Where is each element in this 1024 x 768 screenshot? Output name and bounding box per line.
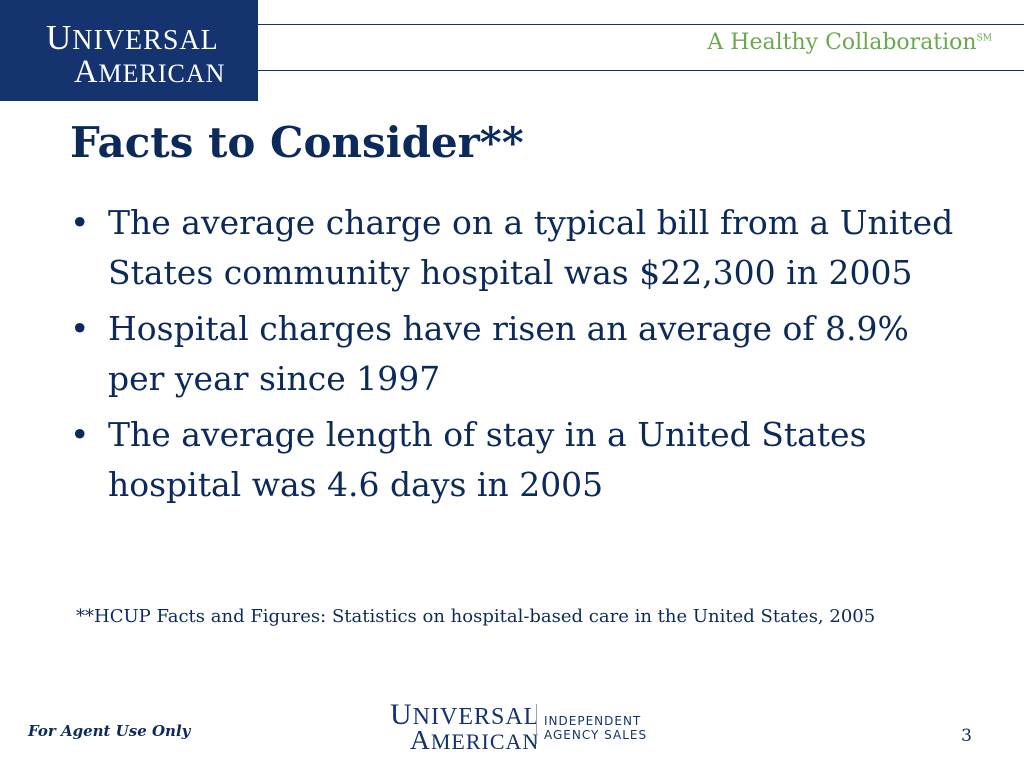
bullet-item: • Hospital charges have risen an average … [70, 304, 970, 404]
division-line-1: INDEPENDENT [544, 714, 642, 728]
logo-initial-a: A [74, 54, 99, 90]
slide-title: Facts to Consider** [70, 118, 524, 167]
service-mark: SM [976, 33, 992, 44]
footer-logo-american: AMERICAN [410, 724, 539, 756]
bullet-symbol: • [70, 415, 90, 454]
bullet-list: • The average charge on a typical bill fr… [70, 198, 970, 516]
bullet-text: Hospital charges have risen an average o… [108, 309, 909, 398]
logo-word-american: AMERICAN [74, 54, 225, 91]
footer-rest-merican: MERICAN [430, 729, 540, 754]
footer-initial-a: A [410, 724, 431, 755]
footer-logo: UNIVERSAL AMERICAN INDEPENDENT AGENCY SA… [386, 696, 646, 756]
bullet-text: The average length of stay in a United S… [108, 415, 867, 504]
footer-logo-divider [536, 704, 537, 744]
bullet-item: • The average length of stay in a United … [70, 410, 970, 510]
bullet-symbol: • [70, 309, 90, 348]
logo-word-universal: UNIVERSAL [46, 18, 219, 58]
footer-rest-niversal: NIVERSAL [412, 704, 540, 730]
footer-initial-u: U [390, 698, 413, 731]
logo-initial-u: U [46, 18, 73, 57]
agent-use-note: For Agent Use Only [28, 722, 191, 740]
universal-american-header-logo: UNIVERSAL AMERICAN [0, 0, 258, 101]
tagline-text: A Healthy Collaboration [707, 30, 977, 55]
footer-logo-universal: UNIVERSAL [390, 698, 539, 732]
tagline: A Healthy CollaborationSM [707, 30, 992, 55]
bullet-symbol: • [70, 203, 90, 242]
logo-rest-merican: MERICAN [98, 59, 226, 88]
bullet-item: • The average charge on a typical bill fr… [70, 198, 970, 298]
header-top-rule [258, 24, 1024, 25]
division-line-2: AGENCY SALES [544, 728, 648, 742]
logo-rest-niversal: NIVERSAL [72, 25, 219, 56]
source-footnote: **HCUP Facts and Figures: Statistics on … [76, 606, 876, 627]
bullet-text: The average charge on a typical bill fro… [108, 203, 954, 292]
page-number: 3 [961, 726, 972, 746]
header-bottom-rule [258, 70, 1024, 71]
